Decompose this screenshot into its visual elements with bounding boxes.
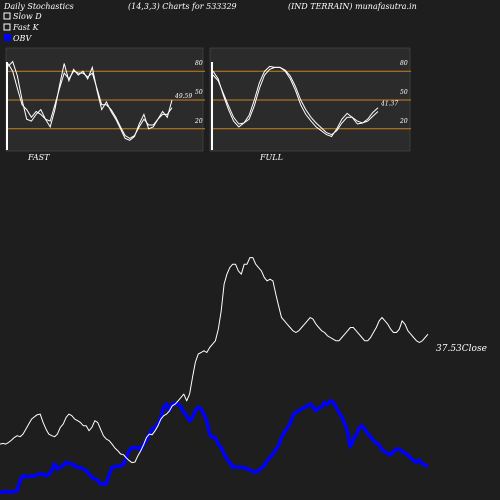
full-panel-label: FULL	[259, 153, 283, 162]
header-left: Daily Stochastics	[3, 2, 74, 11]
close-price-line	[0, 257, 429, 464]
legend-label-fast-k: Fast K	[12, 23, 40, 32]
last-close-label: 37.53Close	[436, 344, 487, 354]
full-series-0-line	[212, 65, 379, 138]
price-obv-panel: 37.53Close	[0, 257, 487, 495]
fast-series-0-line	[7, 60, 173, 141]
obv-line	[0, 399, 429, 495]
legend-item-slow-d: Slow D	[3, 12, 42, 21]
fast-tick-labels: 80 50 20	[194, 60, 203, 125]
fast-series-1-line	[7, 63, 173, 139]
fast-last-value: 49.59	[174, 93, 192, 100]
full-last-value: 41.37	[380, 101, 398, 108]
full-series-group	[211, 62, 379, 150]
price-obv-series-group	[0, 257, 429, 495]
fast-tick-20: 20	[194, 118, 203, 125]
full-tick-80: 80	[400, 60, 408, 67]
legend-item-fast-k: Fast K	[3, 23, 40, 32]
legend-swatch-slow-d	[3, 12, 11, 20]
legend-swatch-obv	[4, 34, 11, 41]
legend-label-slow-d: Slow D	[13, 12, 42, 21]
header-center: (14,3,3) Charts for 533329	[128, 2, 237, 11]
full-series-1-line	[212, 66, 379, 136]
fast-series-group	[6, 60, 173, 150]
full-level-lines	[211, 70, 411, 130]
fast-tick-80: 80	[195, 60, 203, 67]
header-right: (IND TERRAIN) munafasutra.in	[288, 2, 417, 11]
last-close-value: 37.53	[436, 344, 462, 354]
last-close-suffix: Close	[462, 344, 487, 354]
legend-item-obv: OBV	[4, 34, 32, 43]
full-tick-50: 50	[400, 89, 408, 96]
full-tick-labels: 80 50 20	[399, 60, 408, 125]
fast-tick-50: 50	[195, 89, 203, 96]
legend-label-obv: OBV	[13, 34, 32, 43]
legend-swatch-fast-k	[3, 23, 11, 31]
full-tick-20: 20	[399, 118, 408, 125]
fast-panel: 80 50 20 49.59 FAST	[5, 47, 205, 162]
fast-panel-label: FAST	[27, 153, 50, 162]
full-panel: 80 50 20 41.37 FULL	[209, 47, 411, 162]
legend: Slow D Fast K OBV	[3, 12, 42, 43]
